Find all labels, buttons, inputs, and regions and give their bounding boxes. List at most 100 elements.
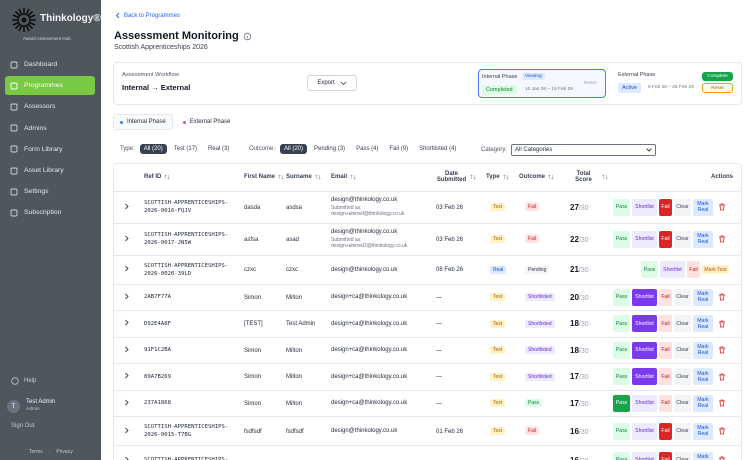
action-button[interactable]: Shortlist bbox=[632, 315, 657, 333]
filter-option[interactable]: Shortlisted (4) bbox=[419, 146, 457, 152]
action-button[interactable]: Clear bbox=[674, 341, 691, 359]
action-button[interactable]: Shortlist bbox=[632, 230, 657, 248]
action-button[interactable]: Fail bbox=[659, 198, 672, 216]
filter-option[interactable]: Pending (3) bbox=[314, 146, 346, 152]
sort-icon[interactable] bbox=[164, 174, 171, 180]
filter-option[interactable]: All (20) bbox=[139, 144, 167, 154]
action-button[interactable]: Mark Real bbox=[693, 341, 713, 359]
delete-icon[interactable] bbox=[718, 203, 726, 211]
action-button[interactable]: Pass bbox=[613, 198, 630, 216]
action-button[interactable]: Clear bbox=[674, 422, 691, 440]
back-link[interactable]: Back to Programmes bbox=[115, 12, 180, 19]
filter-option[interactable]: Real (3) bbox=[208, 146, 230, 152]
delete-icon[interactable] bbox=[718, 399, 726, 407]
nav-item[interactable]: Subscription bbox=[5, 203, 95, 222]
action-button[interactable]: Mark Real bbox=[693, 230, 713, 248]
action-button[interactable]: Shortlist bbox=[632, 451, 657, 460]
delete-icon[interactable] bbox=[718, 373, 726, 381]
action-button[interactable]: Mark Real bbox=[693, 394, 713, 412]
action-button[interactable]: Clear bbox=[674, 394, 691, 412]
expand-icon[interactable] bbox=[124, 456, 130, 460]
action-button[interactable]: Clear bbox=[674, 288, 691, 306]
action-button[interactable]: Shortlist bbox=[632, 394, 657, 412]
action-button[interactable]: Pass bbox=[613, 341, 630, 359]
delete-icon[interactable] bbox=[718, 235, 726, 243]
expand-icon[interactable] bbox=[124, 319, 130, 326]
internal-reset[interactable]: Reset bbox=[584, 81, 597, 86]
terms-link[interactable]: Terms bbox=[29, 449, 43, 455]
action-button[interactable]: Mark Real bbox=[693, 198, 713, 216]
action-button[interactable]: Shortlist bbox=[632, 341, 657, 359]
info-icon[interactable] bbox=[243, 32, 252, 41]
action-button[interactable]: Pass bbox=[613, 230, 630, 248]
delete-icon[interactable] bbox=[718, 427, 726, 435]
action-button[interactable]: Pass bbox=[641, 261, 658, 278]
sort-icon[interactable] bbox=[548, 174, 554, 180]
action-button[interactable]: Mark Real bbox=[693, 422, 713, 440]
action-button[interactable]: Fail bbox=[659, 315, 672, 333]
action-button[interactable]: Fail bbox=[659, 422, 672, 440]
action-button[interactable]: Fail bbox=[659, 394, 672, 412]
action-button[interactable]: Shortlist bbox=[660, 261, 685, 278]
expand-icon[interactable] bbox=[124, 235, 130, 242]
action-button[interactable]: Clear bbox=[674, 230, 691, 248]
delete-icon[interactable] bbox=[718, 456, 726, 460]
tab[interactable]: External Phase bbox=[176, 114, 238, 130]
export-button[interactable]: Export bbox=[307, 75, 357, 91]
action-button[interactable]: Clear bbox=[674, 315, 691, 333]
action-button[interactable]: Mark Real bbox=[693, 315, 713, 333]
privacy-link[interactable]: Privacy bbox=[56, 449, 73, 455]
action-button[interactable]: Mark Real bbox=[693, 451, 713, 460]
action-button[interactable]: Fail bbox=[659, 368, 672, 386]
action-button[interactable]: Mark Real bbox=[693, 288, 713, 306]
nav-item[interactable]: Asset Library bbox=[5, 161, 95, 180]
action-button[interactable]: Pass bbox=[613, 451, 630, 460]
nav-item[interactable]: Admins bbox=[5, 119, 95, 138]
sort-icon[interactable] bbox=[350, 174, 356, 180]
nav-item[interactable]: Programmes bbox=[5, 76, 95, 96]
action-button[interactable]: Pass bbox=[613, 394, 630, 412]
filter-option[interactable]: All (20) bbox=[280, 144, 308, 154]
delete-icon[interactable] bbox=[718, 320, 726, 328]
expand-icon[interactable] bbox=[124, 346, 130, 353]
action-button[interactable]: Clear bbox=[674, 368, 691, 386]
action-button[interactable]: Clear bbox=[674, 451, 691, 460]
action-button[interactable]: Pass bbox=[613, 315, 630, 333]
sort-icon[interactable] bbox=[502, 174, 509, 180]
internal-phase-box[interactable]: Internal Phase Viewing Completed 10 Jan … bbox=[478, 69, 606, 98]
nav-item[interactable]: Form Library bbox=[5, 140, 95, 159]
nav-item[interactable]: Dashboard bbox=[5, 55, 95, 74]
expand-icon[interactable] bbox=[124, 399, 130, 406]
action-button[interactable]: Shortlist bbox=[632, 368, 657, 386]
action-button[interactable]: Fail bbox=[659, 341, 672, 359]
filter-option[interactable]: Test (17) bbox=[173, 146, 198, 152]
action-button[interactable]: Fail bbox=[687, 261, 700, 278]
help-link[interactable]: Help bbox=[11, 377, 36, 385]
nav-item[interactable]: Assessors bbox=[5, 97, 95, 116]
action-button[interactable]: Mark Test bbox=[702, 265, 729, 274]
action-button[interactable]: Shortlist bbox=[632, 288, 657, 306]
filter-option[interactable]: Fail (9) bbox=[389, 146, 409, 152]
action-button[interactable]: Clear bbox=[674, 198, 691, 216]
tab[interactable]: Internal Phase bbox=[113, 114, 173, 130]
action-button[interactable]: Fail bbox=[659, 451, 672, 460]
action-button[interactable]: Pass bbox=[613, 288, 630, 306]
sort-icon[interactable] bbox=[602, 174, 608, 180]
external-reset[interactable]: Reset bbox=[702, 83, 733, 93]
expand-icon[interactable] bbox=[124, 265, 130, 272]
expand-icon[interactable] bbox=[124, 293, 130, 300]
expand-icon[interactable] bbox=[124, 203, 130, 210]
action-button[interactable]: Mark Real bbox=[693, 368, 713, 386]
expand-icon[interactable] bbox=[124, 372, 130, 379]
action-button[interactable]: Pass bbox=[613, 368, 630, 386]
category-select[interactable]: All Categories bbox=[511, 144, 657, 156]
complete-button[interactable]: Complete bbox=[702, 72, 733, 81]
action-button[interactable]: Fail bbox=[659, 288, 672, 306]
sort-icon[interactable] bbox=[470, 174, 476, 180]
filter-option[interactable]: Pass (4) bbox=[356, 146, 379, 152]
sort-icon[interactable] bbox=[278, 174, 284, 180]
action-button[interactable]: Fail bbox=[659, 230, 672, 248]
delete-icon[interactable] bbox=[718, 293, 726, 301]
sort-icon[interactable] bbox=[314, 174, 321, 180]
action-button[interactable]: Shortlist bbox=[632, 198, 657, 216]
